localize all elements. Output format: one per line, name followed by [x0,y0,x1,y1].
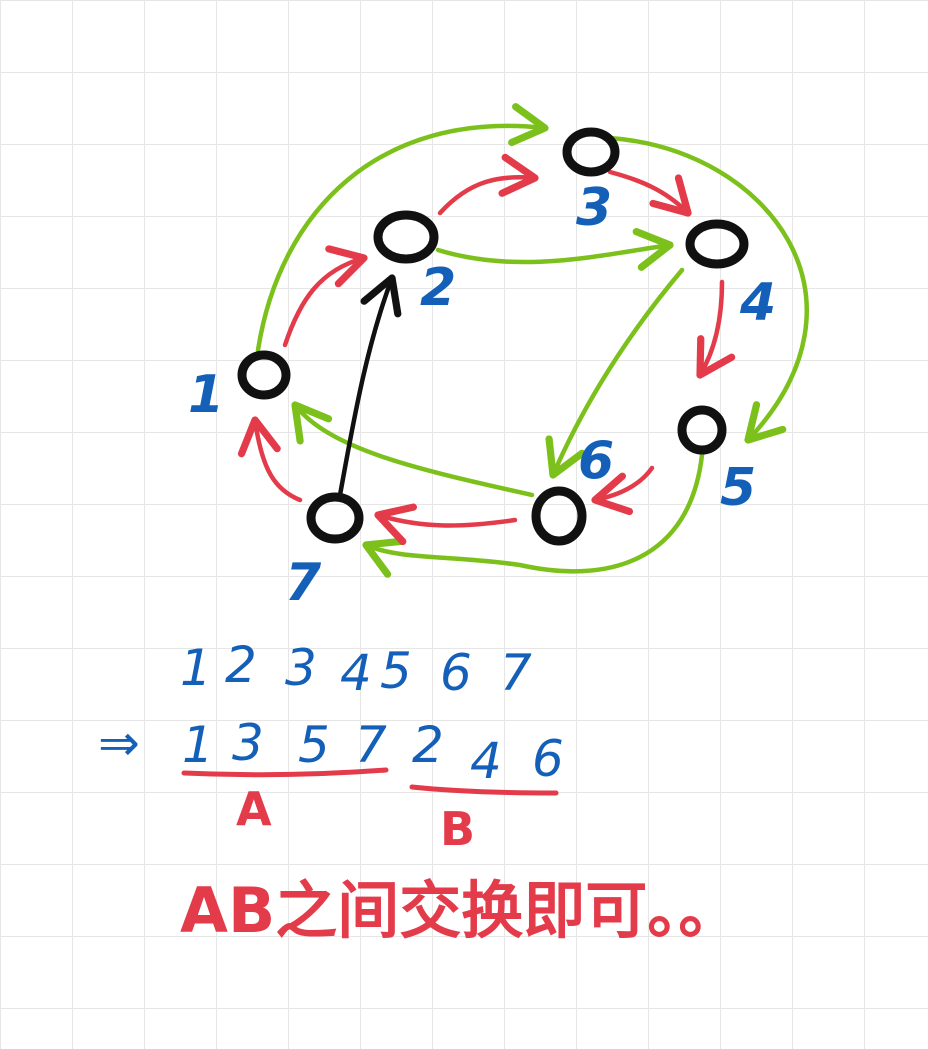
group-b-underline [409,784,559,796]
node-label-5: 5 [720,458,756,518]
edge-4-6 [545,267,685,479]
sequence-item: 1 [180,639,212,697]
node-1 [237,350,291,400]
node-2 [373,210,439,264]
edge-3-4 [607,169,692,217]
group-a-values: 1 3 5 7 [182,714,387,774]
edge-2-4 [435,228,674,271]
edge-1-2 [282,245,368,348]
node-5 [677,405,727,455]
node-6 [531,486,587,546]
node-label-1: 1 [188,365,224,425]
edge-7-2 [337,274,402,498]
node-label-7: 7 [285,553,322,613]
edge-6-1 [291,401,535,498]
sequence-item: 2 [225,636,257,694]
edge-4-5 [696,279,736,379]
node-label-4: 4 [739,273,776,333]
edge-1-3 [255,103,549,353]
sequence-item: 5 [380,642,412,700]
conclusion-note: AB之间交换即可。。 [180,874,740,947]
group-a-item: 3 [232,714,264,772]
group-b-name: B [440,802,475,856]
edge-6-7 [374,503,518,546]
node-3 [562,127,620,177]
edge-5-6 [591,465,655,516]
group-a-item: 7 [355,716,387,774]
node-7 [306,492,364,544]
sequence-row: 1 2 3 4 5 6 7 [180,636,532,702]
sequence-item: 3 [285,639,317,697]
implies-arrow: ⇒ [98,714,140,772]
edge-2-3 [437,153,539,216]
group-b-values: 2 4 6 [412,716,564,790]
node-4 [685,219,749,269]
group-b-item: 6 [532,730,564,788]
group-b-item: 4 [470,732,502,790]
sequence-item: 6 [440,644,472,702]
sequence-item: 4 [340,644,372,702]
group-a-name: A [236,782,272,836]
node-label-3: 3 [576,178,612,238]
sequence-item: 7 [500,644,532,702]
edge-3-5 [607,135,809,444]
group-a-item: 1 [182,716,214,774]
edge-7-1 [237,416,303,503]
group-a-underline [181,767,389,778]
group-b-item: 2 [412,716,444,774]
group-a-item: 5 [298,716,330,774]
node-label-2: 2 [420,258,456,318]
node-label-6: 6 [578,431,614,491]
edge-5-7 [362,452,705,578]
